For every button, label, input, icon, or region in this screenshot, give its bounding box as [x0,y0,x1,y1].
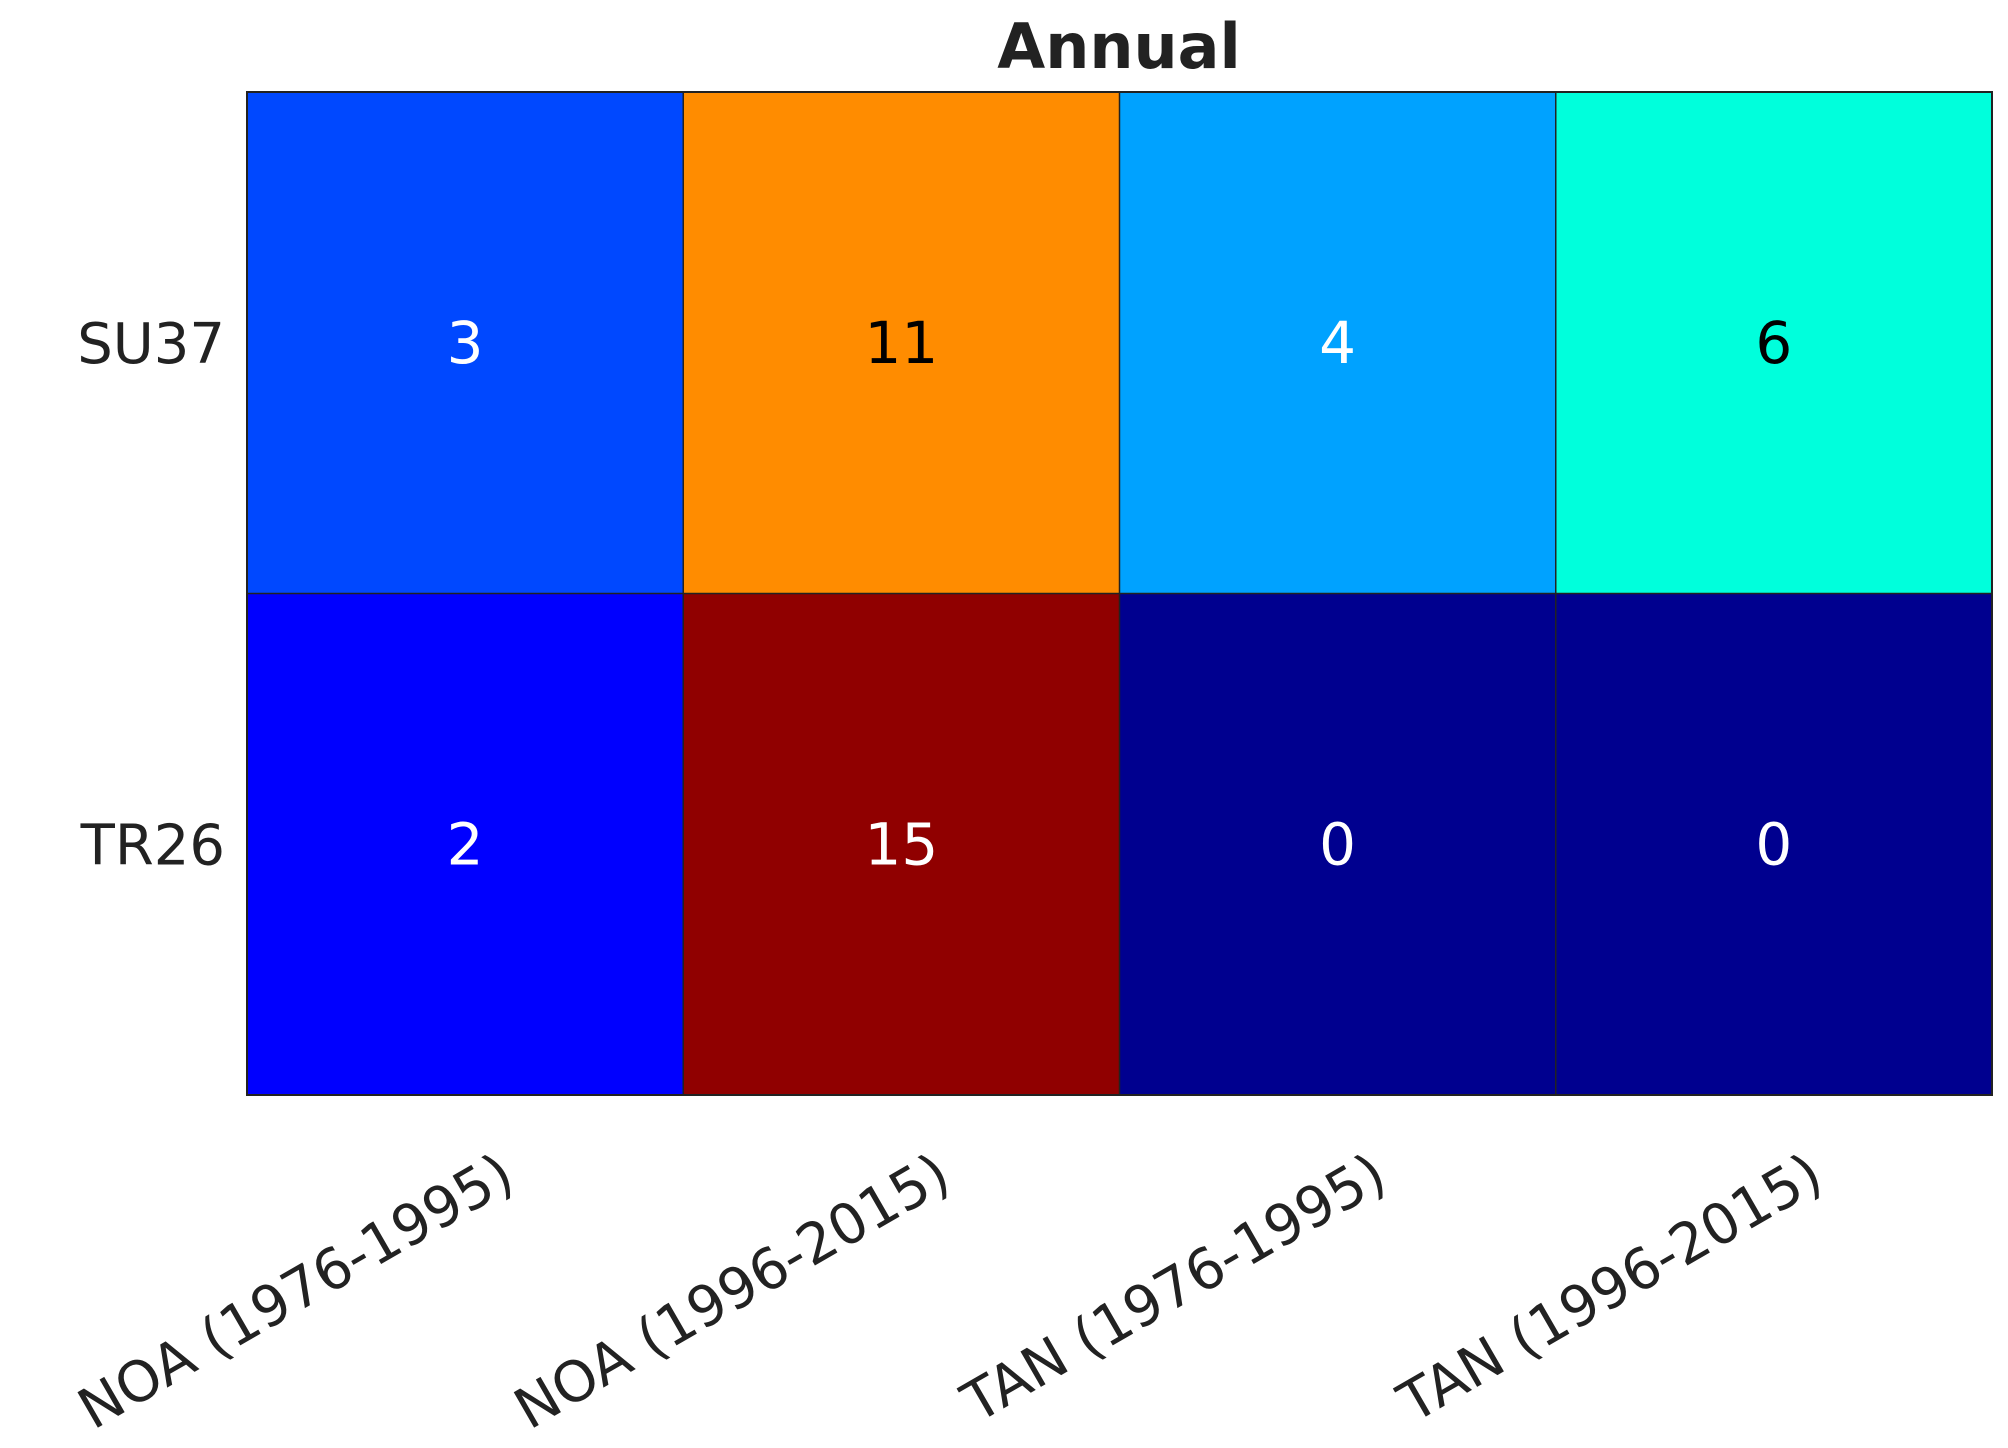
x-tick-label: NOA (1976-1995) [68,1141,525,1442]
chart-title: Annual [997,10,1241,83]
heatmap-cell-tr26-0 [247,593,684,1095]
x-tick-label: TAN (1996-2015) [1387,1141,1833,1436]
heatmap-cell-su37-3 [1555,92,1992,594]
heatmap-grid [246,91,1993,1096]
cell-value-label: 0 [1319,810,1356,878]
x-tick-label: NOA (1996-2015) [504,1141,961,1442]
y-axis-tick-labels: SU37 TR26 [77,312,225,879]
cell-value-label: 6 [1755,309,1792,377]
heatmap-cell-tr26-1 [683,593,1120,1095]
heatmap-cell-tr26-2 [1119,593,1556,1095]
x-axis-tick-labels: NOA (1976-1995)NOA (1996-2015)TAN (1976-… [68,1141,1834,1442]
x-tick-label: TAN (1976-1995) [951,1141,1397,1436]
y-tick-label: TR26 [80,813,225,878]
heatmap-cell-su37-2 [1119,92,1556,594]
y-tick-label: SU37 [77,312,225,377]
heatmap-cells: 3 11 4 6 2 15 0 0 [247,92,1992,1095]
heatmap-cell-su37-0 [247,92,684,594]
plot-border [246,91,1993,1096]
heatmap-cell-su37-1 [683,92,1120,594]
cell-value-label: 2 [447,810,484,878]
cell-value-label: 4 [1319,309,1356,377]
heatmap-cell-tr26-3 [1555,593,1992,1095]
cell-value-label: 15 [864,810,938,878]
cell-value-label: 3 [447,309,484,377]
cell-value-label: 0 [1755,810,1792,878]
cell-value-label: 11 [864,309,938,377]
